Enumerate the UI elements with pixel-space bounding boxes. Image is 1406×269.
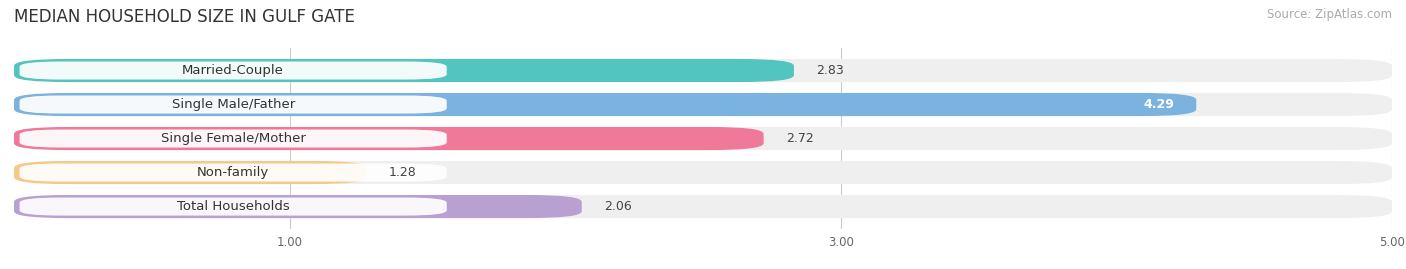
FancyBboxPatch shape <box>14 195 582 218</box>
FancyBboxPatch shape <box>20 164 447 182</box>
Text: 2.06: 2.06 <box>603 200 631 213</box>
Text: MEDIAN HOUSEHOLD SIZE IN GULF GATE: MEDIAN HOUSEHOLD SIZE IN GULF GATE <box>14 8 354 26</box>
Text: 4.29: 4.29 <box>1143 98 1174 111</box>
FancyBboxPatch shape <box>14 161 367 184</box>
FancyBboxPatch shape <box>20 95 447 114</box>
FancyBboxPatch shape <box>14 127 763 150</box>
FancyBboxPatch shape <box>14 59 1392 82</box>
FancyBboxPatch shape <box>14 59 794 82</box>
Text: Total Households: Total Households <box>177 200 290 213</box>
Text: 2.72: 2.72 <box>786 132 814 145</box>
Text: Married-Couple: Married-Couple <box>183 64 284 77</box>
Text: Single Male/Father: Single Male/Father <box>172 98 295 111</box>
FancyBboxPatch shape <box>14 195 1392 218</box>
FancyBboxPatch shape <box>14 127 1392 150</box>
Text: Non-family: Non-family <box>197 166 270 179</box>
FancyBboxPatch shape <box>14 93 1392 116</box>
FancyBboxPatch shape <box>20 62 447 80</box>
Text: 1.28: 1.28 <box>389 166 416 179</box>
Text: 2.83: 2.83 <box>815 64 844 77</box>
FancyBboxPatch shape <box>20 129 447 148</box>
Text: Single Female/Mother: Single Female/Mother <box>160 132 305 145</box>
FancyBboxPatch shape <box>20 197 447 215</box>
Text: Source: ZipAtlas.com: Source: ZipAtlas.com <box>1267 8 1392 21</box>
FancyBboxPatch shape <box>14 161 1392 184</box>
FancyBboxPatch shape <box>14 93 1197 116</box>
